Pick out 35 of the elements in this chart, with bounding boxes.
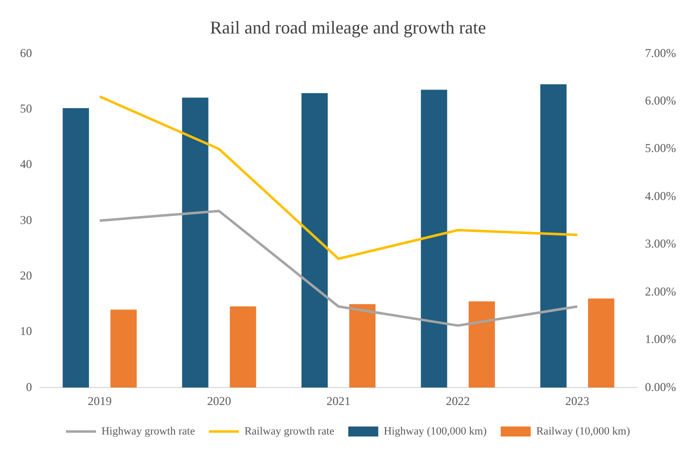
bar [62,108,89,388]
y-tick-label: 40 [20,157,32,172]
chart-title: Rail and road mileage and growth rate [210,18,486,38]
bar [468,301,495,388]
bar [182,98,208,388]
y-tick-label: 60 [20,46,32,60]
y2-tick-label: 4.00% [645,188,676,203]
y2-tick-label: 1.00% [645,332,676,346]
bar [349,304,376,388]
y2-tick-label: 0.00% [645,380,676,394]
bar [420,90,448,388]
x-tick-label: 2021 [326,394,350,408]
bar [301,93,328,388]
legend-label: Railway growth rate [244,425,334,438]
y-tick-label: 10 [20,324,32,338]
y-tick-label: 50 [20,101,32,116]
legend-label: Highway growth rate [101,425,196,438]
bar [588,298,614,388]
y-tick-label: 0 [26,380,32,394]
bar [540,84,567,388]
y2-tick-label: 5.00% [645,141,676,156]
x-tick-label: 2020 [207,394,232,408]
x-tick-label: 2019 [88,394,112,408]
y2-tick-label: 3.00% [645,236,676,251]
bar [230,306,256,388]
y2-tick-label: 6.00% [645,93,676,108]
x-tick-label: 2022 [446,394,470,408]
y-tick-label: 30 [20,212,32,227]
legend-label: Railway (10,000 km) [536,425,630,438]
bar [110,310,137,388]
x-tick-label: 2023 [565,394,590,408]
y2-tick-label: 7.00% [645,46,676,60]
y2-tick-label: 2.00% [645,284,676,298]
legend-label: Highway (100,000 km) [384,425,488,438]
y-tick-label: 20 [20,268,32,282]
